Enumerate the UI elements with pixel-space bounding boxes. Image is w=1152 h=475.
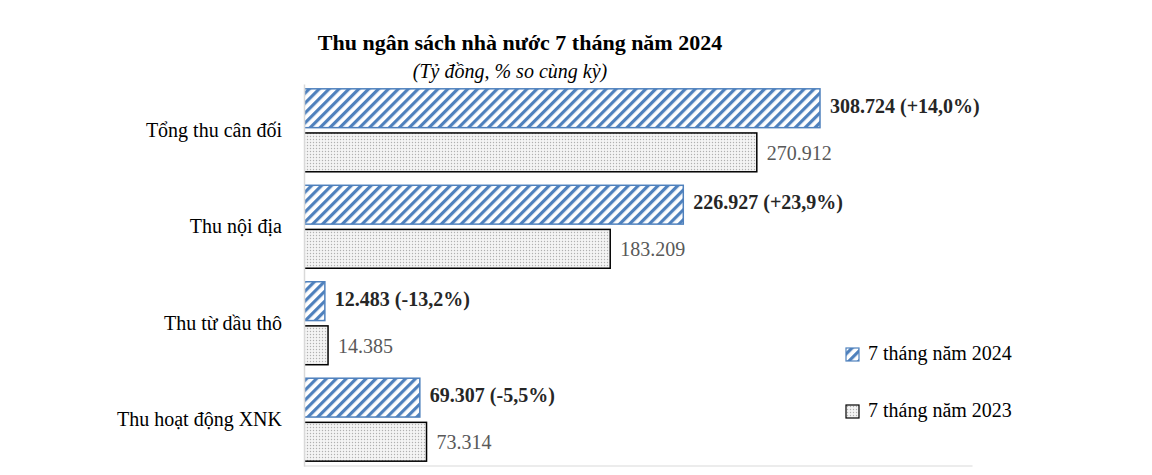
tick-label: Thu từ dầu thô — [164, 312, 282, 334]
chart: Thu ngân sách nhà nước 7 tháng năm 2024 (… — [0, 0, 1152, 475]
data-label: 308.724 (+14,0%) — [830, 95, 980, 118]
y-axis-line — [304, 85, 306, 467]
legend-label: 7 tháng năm 2023 — [868, 399, 1012, 422]
data-label: 12.483 (-13,2%) — [335, 288, 470, 311]
bar — [304, 326, 328, 365]
bars — [304, 89, 820, 461]
title: Thu ngân sách nhà nước 7 tháng năm 2024 — [318, 30, 722, 55]
data-label: 69.307 (-5,5%) — [430, 384, 555, 407]
x-axis-line — [304, 466, 973, 467]
bar — [304, 229, 610, 268]
tick-label: Thu hoạt động XNK — [117, 408, 283, 431]
bar — [304, 133, 757, 172]
subtitle: (Tỷ đồng, % so cùng kỳ) — [413, 60, 608, 83]
data-label: 183.209 — [620, 238, 685, 260]
legend-swatch — [846, 348, 859, 361]
legend: 7 tháng năm 2024 7 tháng năm 2023 — [846, 342, 1012, 422]
bar — [304, 282, 325, 321]
tick: Thu từ dầu thô — [164, 312, 282, 334]
y-axis: Tổng thu cân đối Thu nội địa Thu từ dầu th… — [117, 85, 304, 467]
data-label: 226.927 (+23,9%) — [693, 191, 843, 214]
data-label: 270.912 — [767, 142, 832, 164]
bar — [304, 89, 820, 128]
tick: Tổng thu cân đối — [146, 119, 283, 142]
tick: Thu hoạt động XNK — [117, 408, 283, 431]
data-label: 14.385 — [338, 335, 393, 357]
bar — [304, 185, 683, 224]
tick: Thu nội địa — [190, 215, 282, 237]
tick-label: Tổng thu cân đối — [146, 119, 283, 142]
tick-label: Thu nội địa — [190, 215, 282, 237]
bar — [304, 378, 420, 417]
legend-swatch — [846, 405, 859, 418]
data-label: 73.314 — [437, 431, 492, 453]
bar — [304, 422, 427, 461]
legend-label: 7 tháng năm 2024 — [868, 342, 1012, 365]
